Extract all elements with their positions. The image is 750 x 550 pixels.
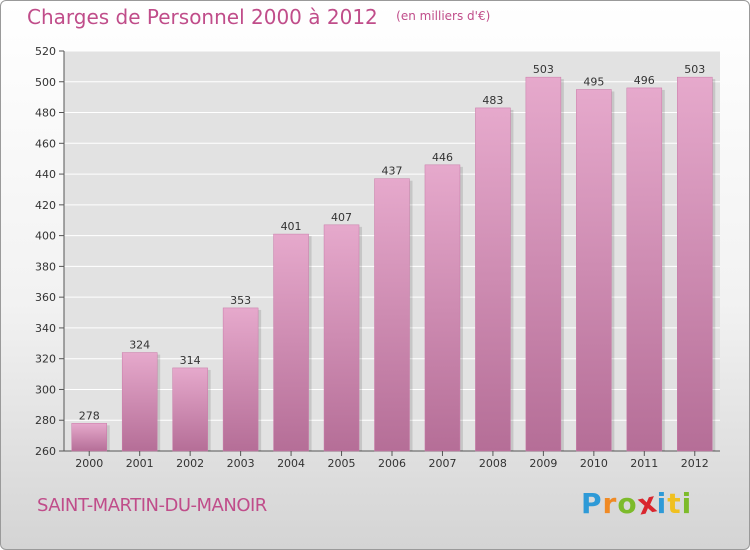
bar bbox=[626, 87, 663, 452]
bar-value-label: 314 bbox=[180, 354, 201, 367]
y-tick-label: 280 bbox=[35, 414, 56, 427]
x-tick-label: 2009 bbox=[529, 457, 557, 470]
chart-title-row: Charges de Personnel 2000 à 2012 (en mil… bbox=[27, 5, 490, 29]
bar-value-label: 496 bbox=[634, 74, 655, 87]
bar bbox=[121, 352, 158, 452]
logo-letter: r bbox=[602, 487, 618, 520]
y-tick-label: 440 bbox=[35, 168, 56, 181]
logo-letter: i bbox=[656, 487, 668, 520]
y-tick-label: 340 bbox=[35, 322, 56, 335]
x-tick-label: 2010 bbox=[580, 457, 608, 470]
y-tick-label: 400 bbox=[35, 230, 56, 243]
bar bbox=[677, 76, 713, 452]
y-tick-label: 320 bbox=[35, 353, 56, 366]
proxiti-logo: Proxiti bbox=[581, 485, 693, 521]
x-tick-label: 2002 bbox=[176, 457, 204, 470]
x-tick-label: 2012 bbox=[681, 457, 709, 470]
y-tick-label: 520 bbox=[35, 45, 56, 58]
x-tick-label: 2007 bbox=[428, 457, 456, 470]
x-tick-label: 2003 bbox=[227, 457, 255, 470]
x-tick-label: 2008 bbox=[479, 457, 507, 470]
bar bbox=[273, 233, 309, 452]
y-tick-label: 380 bbox=[35, 260, 56, 273]
y-tick-label: 420 bbox=[35, 199, 56, 212]
logo-letter: i bbox=[681, 487, 693, 520]
y-tick-label: 300 bbox=[35, 383, 56, 396]
bar bbox=[172, 367, 208, 452]
y-tick-label: 360 bbox=[35, 291, 56, 304]
bar-value-label: 278 bbox=[79, 409, 100, 422]
bar bbox=[222, 307, 259, 452]
bar-value-label: 353 bbox=[230, 294, 251, 307]
y-tick-label: 500 bbox=[35, 76, 56, 89]
bar-value-label: 503 bbox=[684, 63, 705, 76]
commune-name: SAINT-MARTIN-DU-MANOIR bbox=[37, 495, 267, 516]
bar-value-label: 483 bbox=[482, 94, 503, 107]
bar-value-label: 401 bbox=[281, 220, 302, 233]
bar-value-label: 446 bbox=[432, 151, 453, 164]
bar-value-label: 503 bbox=[533, 63, 554, 76]
x-tick-label: 2011 bbox=[630, 457, 658, 470]
bar bbox=[525, 76, 562, 452]
x-tick-label: 2005 bbox=[328, 457, 356, 470]
x-tick-label: 2006 bbox=[378, 457, 406, 470]
bar bbox=[71, 423, 107, 452]
x-tick-label: 2004 bbox=[277, 457, 305, 470]
logo-letter: t bbox=[667, 487, 682, 520]
bar-value-label: 495 bbox=[583, 75, 604, 88]
logo-letter: o bbox=[617, 487, 638, 520]
bar bbox=[323, 224, 360, 452]
y-tick-label: 480 bbox=[35, 107, 56, 120]
bar-value-label: 437 bbox=[382, 165, 403, 178]
chart-title: Charges de Personnel 2000 à 2012 bbox=[27, 5, 378, 29]
x-tick-label: 2000 bbox=[75, 457, 103, 470]
bar-value-label: 407 bbox=[331, 211, 352, 224]
bar bbox=[424, 164, 461, 452]
logo-letter: P bbox=[581, 487, 603, 520]
chart-subtitle: (en milliers d'€) bbox=[396, 9, 491, 23]
y-tick-label: 460 bbox=[35, 137, 56, 150]
bar-value-label: 324 bbox=[129, 339, 150, 352]
bar bbox=[475, 107, 511, 452]
bar bbox=[374, 178, 410, 452]
x-tick-label: 2001 bbox=[126, 457, 154, 470]
bar bbox=[576, 89, 612, 452]
y-tick-label: 260 bbox=[35, 445, 56, 458]
